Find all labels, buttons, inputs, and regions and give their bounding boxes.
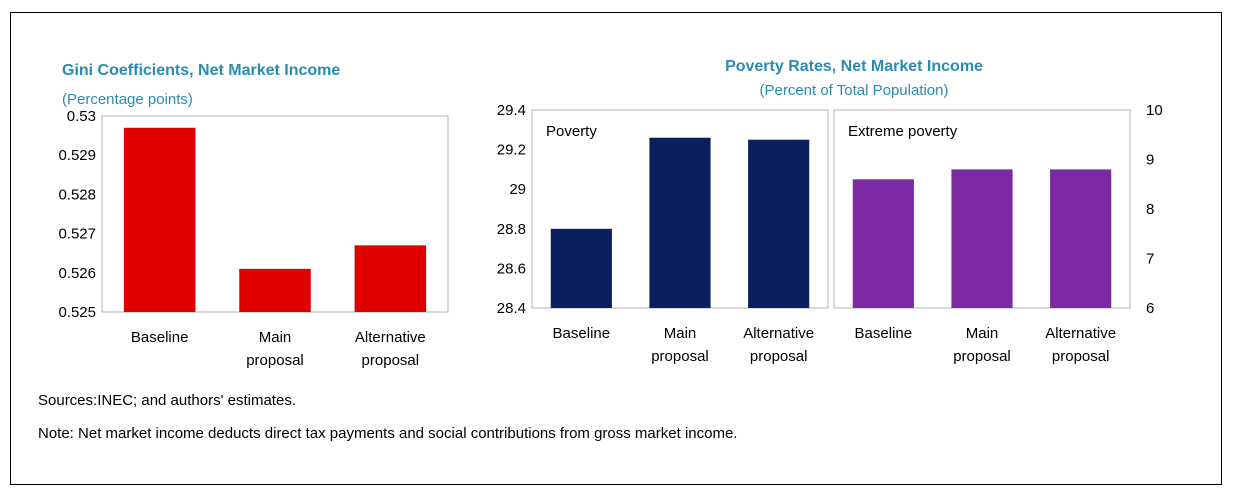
gini-category-label: Main — [259, 329, 292, 346]
poverty-category-label: Main — [664, 325, 697, 342]
gini-y-tick-label: 0.527 — [58, 226, 96, 243]
gini-y-tick-label: 0.529 — [58, 147, 96, 164]
gini-chart-subtitle: (Percentage points) — [62, 91, 193, 108]
gini-bar — [239, 268, 311, 312]
extreme-poverty-bar — [852, 179, 914, 308]
gini-bar — [354, 245, 427, 312]
extreme-poverty-y-tick-label: 8 — [1146, 201, 1154, 218]
extreme-poverty-bar — [951, 169, 1013, 308]
gini-y-tick-label: 0.528 — [58, 186, 96, 203]
poverty-panel-label: Poverty — [546, 123, 597, 140]
extreme-poverty-category-label: proposal — [1052, 348, 1110, 365]
poverty-y-tick-label: 29.2 — [497, 142, 526, 159]
poverty-y-tick-label: 28.6 — [497, 260, 526, 277]
extreme-poverty-bar — [1050, 169, 1112, 308]
poverty-bar — [550, 228, 612, 308]
gini-category-label: proposal — [246, 352, 304, 369]
poverty-chart-title: Poverty Rates, Net Market Income — [725, 58, 983, 75]
gini-bar — [123, 127, 196, 312]
poverty-chart-subtitle: (Percent of Total Population) — [759, 82, 948, 99]
gini-category-label: Alternative — [355, 329, 426, 346]
extreme-poverty-y-tick-label: 7 — [1146, 251, 1154, 268]
extreme-poverty-category-label: Main — [966, 325, 999, 342]
poverty-bar — [748, 139, 810, 308]
figure-frame — [10, 12, 1222, 485]
poverty-bar — [649, 137, 711, 308]
gini-y-tick-label: 0.525 — [58, 304, 96, 321]
gini-y-tick-label: 0.53 — [67, 108, 96, 125]
gini-category-label: Baseline — [131, 329, 189, 346]
poverty-y-tick-label: 29.4 — [497, 102, 526, 119]
extreme-poverty-category-label: Baseline — [855, 325, 913, 342]
gini-y-tick-label: 0.526 — [58, 265, 96, 282]
poverty-category-label: Alternative — [743, 325, 814, 342]
poverty-y-tick-label: 28.4 — [497, 300, 526, 317]
extreme-poverty-y-tick-label: 9 — [1146, 152, 1154, 169]
extreme-poverty-category-label: proposal — [953, 348, 1011, 365]
sources-note: Sources:INEC; and authors' estimates. — [38, 392, 296, 409]
extreme-poverty-y-tick-label: 6 — [1146, 300, 1154, 317]
footnote: Note: Net market income deducts direct t… — [38, 425, 738, 442]
poverty-y-tick-label: 29 — [509, 181, 526, 198]
extreme-poverty-panel-label: Extreme poverty — [848, 123, 958, 140]
poverty-category-label: Baseline — [553, 325, 611, 342]
extreme-poverty-category-label: Alternative — [1045, 325, 1116, 342]
poverty-category-label: proposal — [750, 348, 808, 365]
poverty-y-tick-label: 28.8 — [497, 221, 526, 238]
poverty-category-label: proposal — [651, 348, 709, 365]
gini-category-label: proposal — [362, 352, 420, 369]
gini-chart-title: Gini Coefficients, Net Market Income — [62, 62, 340, 79]
extreme-poverty-y-tick-label: 10 — [1146, 102, 1163, 119]
